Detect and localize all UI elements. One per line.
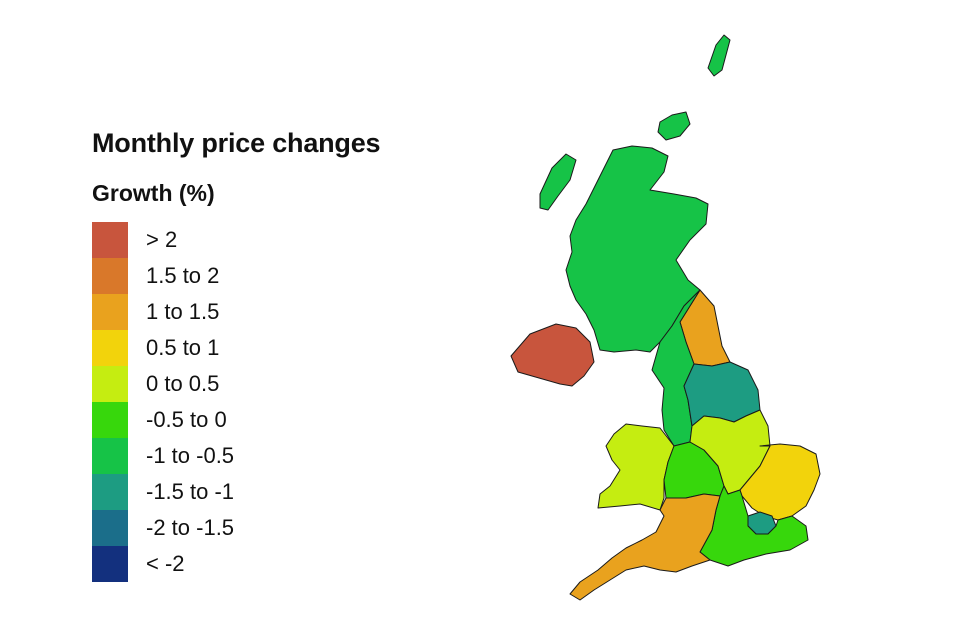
legend-swatch — [92, 438, 128, 474]
region-shape — [539, 153, 577, 211]
region-shape — [707, 34, 731, 77]
legend-label: > 2 — [146, 227, 178, 252]
map-title: Monthly price changes — [92, 128, 381, 158]
shetland-islands — [707, 34, 731, 77]
legend-label: -1 to -0.5 — [146, 443, 235, 468]
legend-swatch — [92, 474, 128, 510]
legend-label: 0 to 0.5 — [146, 371, 220, 396]
legend-label: 1 to 1.5 — [146, 299, 220, 324]
legend-label: < -2 — [146, 551, 185, 576]
legend-swatch — [92, 546, 128, 582]
legend-swatch — [92, 402, 128, 438]
region-shape — [657, 111, 691, 141]
legend-swatch — [92, 294, 128, 330]
legend-label: 1.5 to 2 — [146, 263, 220, 288]
orkney-islands — [657, 111, 691, 141]
legend-label: -2 to -1.5 — [146, 515, 235, 540]
legend-swatch — [92, 366, 128, 402]
legend-swatch — [92, 330, 128, 366]
legend-title: Growth (%) — [92, 180, 215, 206]
region-shape — [510, 323, 595, 387]
legend-swatch — [92, 258, 128, 294]
legend-swatch — [92, 222, 128, 258]
legend-label: -0.5 to 0 — [146, 407, 227, 432]
outer-hebrides — [539, 153, 577, 211]
uk-region-map — [510, 34, 821, 601]
region-shape — [569, 493, 721, 601]
legend-label: 0.5 to 1 — [146, 335, 220, 360]
legend-label: -1.5 to -1 — [146, 479, 235, 504]
legend-swatch — [92, 510, 128, 546]
region-shape — [597, 423, 675, 511]
